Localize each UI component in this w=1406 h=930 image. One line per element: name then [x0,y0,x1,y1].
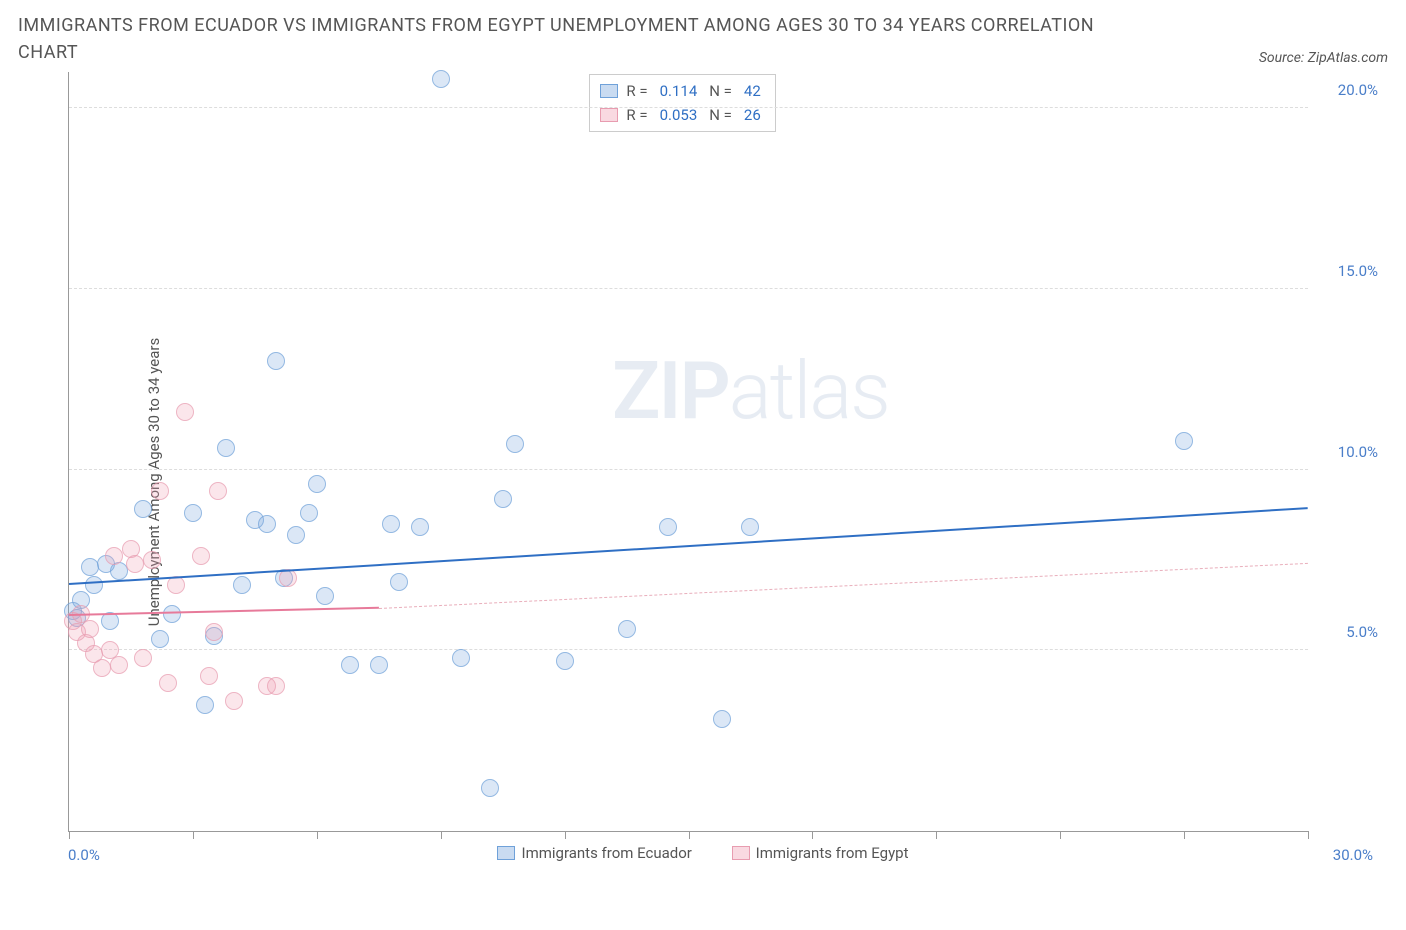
x-tick [317,831,318,839]
data-point [134,500,152,518]
data-point [506,435,524,453]
data-point [176,403,194,421]
y-tick-label: 5.0% [1318,623,1378,641]
data-point [233,576,251,594]
data-point [217,439,235,457]
data-point [143,551,161,569]
data-point [159,674,177,692]
n-value-ecuador: 42 [744,79,761,103]
swatch-pink-icon [600,108,618,122]
x-tick [1308,831,1309,839]
legend-label-ecuador: Immigrants from Ecuador [521,844,691,862]
r-value-ecuador: 0.114 [660,79,698,103]
data-point [163,605,181,623]
data-point [370,656,388,674]
legend-item-egypt: Immigrants from Egypt [732,844,909,862]
data-point [151,482,169,500]
chart-container: Unemployment Among Ages 30 to 34 years Z… [18,72,1388,892]
data-point [196,696,214,714]
data-point [81,558,99,576]
watermark-light: atlas [729,344,889,438]
data-point [316,587,334,605]
x-tick [936,831,937,839]
gridline [69,649,1308,650]
source-prefix: Source: [1259,50,1308,66]
data-point [267,352,285,370]
data-point [618,620,636,638]
data-point [209,482,227,500]
data-point [184,504,202,522]
legend-item-ecuador: Immigrants from Ecuador [497,844,691,862]
data-point [659,518,677,536]
x-tick [689,831,690,839]
data-point [341,656,359,674]
source-citation: Source: ZipAtlas.com [1259,50,1388,66]
data-point [494,490,512,508]
data-point [556,652,574,670]
data-point [93,659,111,677]
x-tick [193,831,194,839]
data-point [126,555,144,573]
swatch-pink-icon [732,846,750,860]
data-point [1175,432,1193,450]
x-tick [1184,831,1185,839]
watermark-bold: ZIP [612,344,729,438]
gridline [69,107,1308,108]
data-point [713,710,731,728]
data-point [308,475,326,493]
plot-area: ZIPatlas R = 0.114 N = 42 R = 0.053 N = … [68,72,1308,832]
data-point [81,620,99,638]
data-point [151,630,169,648]
stats-row-ecuador: R = 0.114 N = 42 [600,79,764,103]
swatch-blue-icon [497,846,515,860]
n-label: N = [709,79,732,103]
data-point [192,547,210,565]
data-point [432,70,450,88]
stats-legend: R = 0.114 N = 42 R = 0.053 N = 26 [589,74,775,132]
data-point [481,779,499,797]
x-tick [812,831,813,839]
series-legend: Immigrants from Ecuador Immigrants from … [18,844,1388,864]
data-point [267,677,285,695]
y-tick-label: 15.0% [1318,262,1378,280]
data-point [205,623,223,641]
data-point [225,692,243,710]
r-label: R = [626,79,647,103]
watermark: ZIPatlas [612,344,889,438]
legend-label-egypt: Immigrants from Egypt [756,844,909,862]
trend-line [379,563,1308,609]
data-point [382,515,400,533]
x-tick [441,831,442,839]
x-tick [565,831,566,839]
data-point [390,573,408,591]
data-point [134,649,152,667]
data-point [452,649,470,667]
data-point [287,526,305,544]
x-tick [69,831,70,839]
x-tick [1060,831,1061,839]
data-point [167,576,185,594]
data-point [258,515,276,533]
gridline [69,288,1308,289]
source-name: ZipAtlas.com [1308,50,1388,66]
y-tick-label: 10.0% [1318,443,1378,461]
data-point [200,667,218,685]
y-tick-label: 20.0% [1318,81,1378,99]
data-point [300,504,318,522]
chart-title: IMMIGRANTS FROM ECUADOR VS IMMIGRANTS FR… [18,12,1118,66]
chart-header: IMMIGRANTS FROM ECUADOR VS IMMIGRANTS FR… [18,12,1388,66]
trend-line [69,607,379,616]
data-point [411,518,429,536]
data-point [85,576,103,594]
data-point [741,518,759,536]
gridline [69,469,1308,470]
data-point [110,656,128,674]
swatch-blue-icon [600,84,618,98]
data-point [105,547,123,565]
